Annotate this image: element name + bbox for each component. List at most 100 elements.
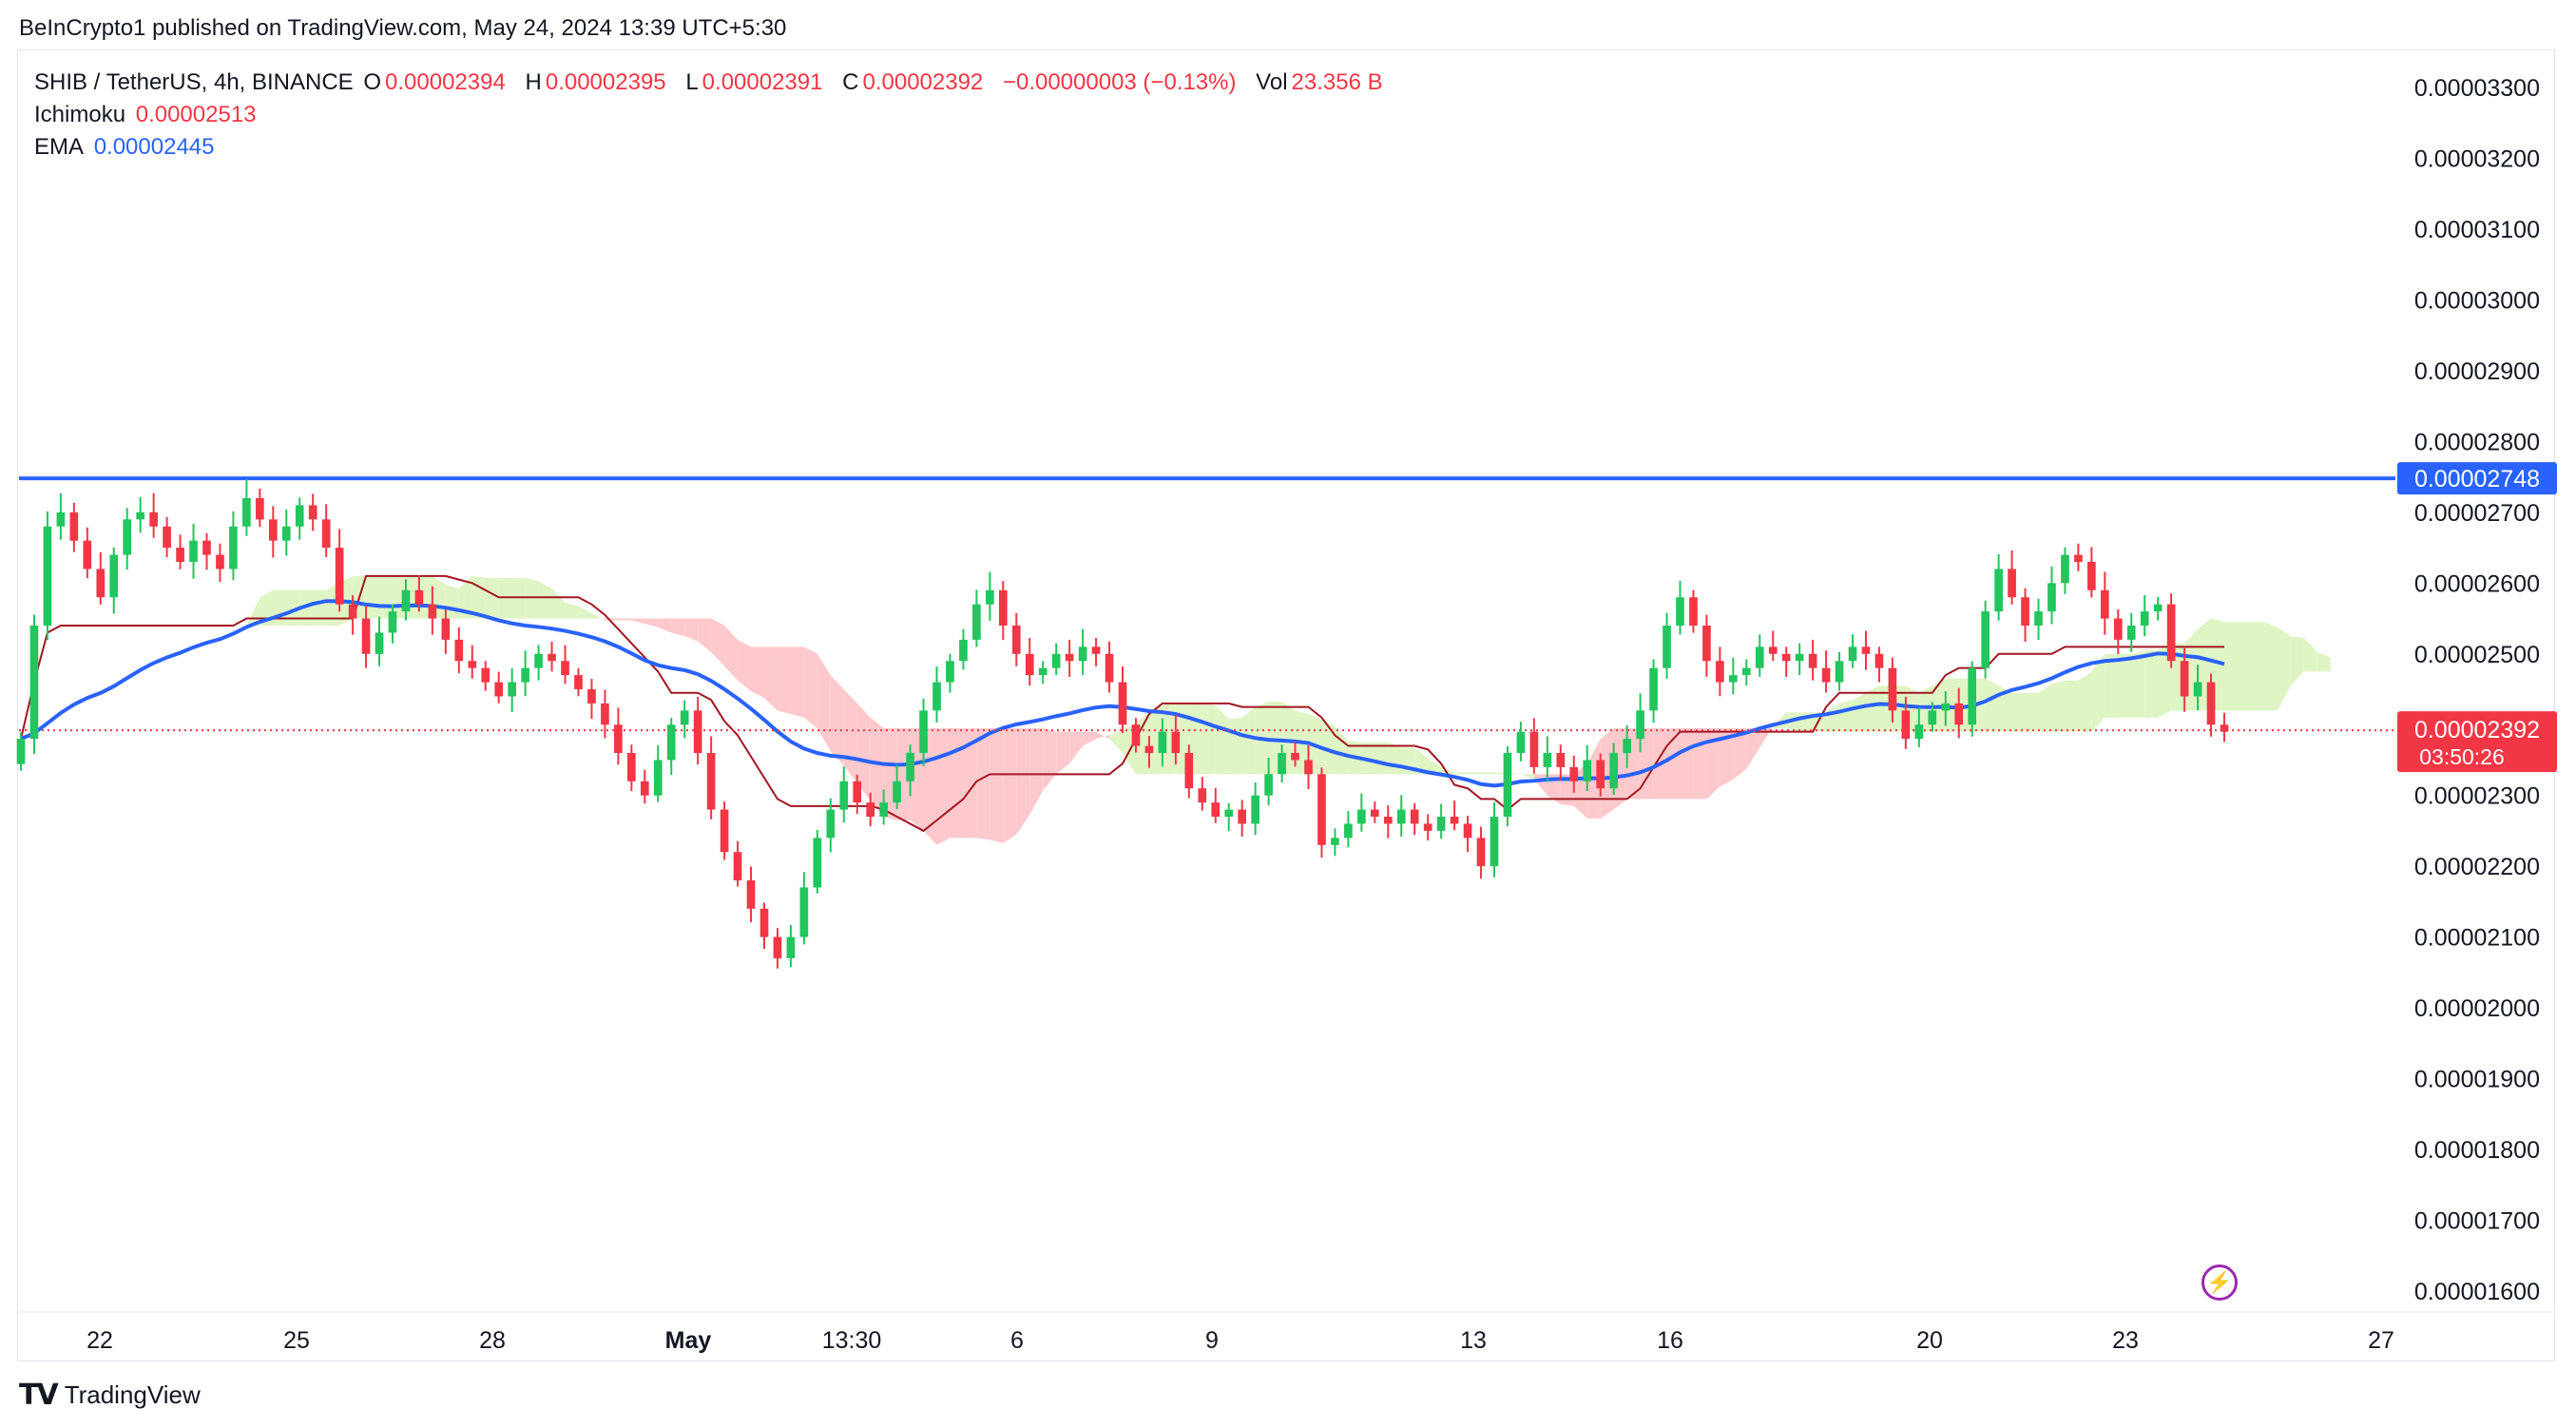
candle-body — [919, 710, 928, 753]
candle-body — [1994, 569, 2003, 612]
candle — [1184, 744, 1194, 799]
ema-legend[interactable]: EMA 0.00002445 — [34, 131, 1396, 164]
candle-body — [281, 526, 291, 541]
candle-body — [1716, 661, 1724, 683]
candle-body — [1410, 809, 1419, 824]
cloud-segment — [2078, 671, 2092, 732]
cloud-segment — [1640, 727, 1654, 800]
candle-body — [548, 653, 556, 662]
cloud-segment — [1454, 772, 1469, 775]
y-tick-label: 0.00003200 — [2414, 146, 2540, 173]
candle-body — [1251, 795, 1259, 824]
candle — [1317, 767, 1326, 859]
candle-body — [29, 626, 39, 740]
candle — [1118, 666, 1127, 734]
cloud-segment — [631, 618, 645, 625]
x-tick-label: 9 — [1205, 1327, 1219, 1354]
candle — [1038, 661, 1048, 685]
candle-body — [627, 753, 636, 782]
x-tick-label: 20 — [1916, 1327, 1943, 1354]
candle-body — [123, 519, 132, 555]
cloud-segment — [1998, 685, 2012, 732]
cloud-segment — [684, 618, 699, 642]
candle-body — [693, 710, 702, 753]
y-tick-label: 0.00002900 — [2414, 358, 2540, 385]
candle-body — [1450, 817, 1459, 824]
y-tick-label: 0.00002000 — [2414, 995, 2540, 1022]
cloud-segment — [2118, 653, 2132, 718]
candle-body — [1729, 675, 1738, 683]
candle-body — [83, 540, 92, 569]
cloud-segment — [1215, 704, 1229, 775]
candle — [614, 707, 623, 765]
y-tick-label: 0.00001800 — [2414, 1137, 2540, 1164]
candle — [733, 840, 742, 887]
cloud-segment — [551, 588, 566, 619]
y-tick-label: 0.00002800 — [2414, 429, 2540, 455]
candle-body — [1158, 731, 1167, 753]
change-value: −0.00000003 (−0.13%) — [1002, 69, 1237, 95]
candle-body — [2166, 604, 2176, 662]
candle-body — [96, 569, 106, 598]
cloud-segment — [803, 646, 817, 728]
candle — [706, 736, 716, 820]
symbol-label[interactable]: SHIB / TetherUS, 4h, BINANCE — [34, 69, 354, 95]
cloud-segment — [2025, 692, 2039, 732]
cloud-segment — [485, 577, 499, 619]
candle — [43, 511, 52, 641]
candle-body — [1065, 653, 1074, 662]
x-tick-label: 13 — [1460, 1327, 1487, 1354]
candle-body — [1171, 731, 1181, 753]
candle — [29, 614, 39, 755]
candle — [2047, 566, 2056, 625]
lightning-icon[interactable]: ⚡ — [2201, 1264, 2238, 1301]
x-tick-label: 16 — [1657, 1327, 1683, 1354]
candle — [1211, 787, 1221, 823]
candles — [16, 478, 2229, 969]
cloud-segment — [724, 626, 739, 681]
candle — [2153, 597, 2163, 621]
candle-body — [1131, 724, 1141, 746]
y-tick-label: 0.00003300 — [2414, 75, 2540, 102]
cloud-segment — [830, 675, 844, 766]
candle — [1516, 721, 1526, 762]
cloud-segment — [578, 606, 592, 619]
candle — [720, 801, 729, 860]
candle-body — [388, 611, 397, 633]
cloud-segment — [1241, 706, 1256, 775]
candle — [1994, 553, 2003, 621]
cloud-segment — [1043, 727, 1057, 791]
candle — [2074, 543, 2083, 571]
candle — [548, 641, 556, 672]
candle-body — [1291, 753, 1299, 761]
candle — [494, 671, 504, 704]
ichimoku-legend[interactable]: Ichimoku 0.00002513 — [34, 99, 1396, 131]
chart-frame[interactable] — [17, 49, 2555, 1361]
candle — [946, 653, 954, 693]
candle-body — [1516, 731, 1526, 753]
cloud-segment — [2316, 651, 2331, 672]
cloud-segment — [790, 646, 804, 718]
candle — [2166, 593, 2176, 668]
candle — [1663, 612, 1671, 679]
candle — [1821, 650, 1831, 693]
candle-body — [2087, 562, 2096, 590]
cloud-segment — [644, 618, 659, 627]
cloud-segment — [1029, 727, 1044, 816]
candle — [401, 579, 411, 621]
candle — [1968, 661, 1977, 737]
candle-body — [1144, 745, 1154, 753]
candle-body — [136, 511, 145, 520]
cloud-segment — [990, 727, 1004, 843]
open-value: 0.00002394 — [385, 69, 506, 95]
cloud-segment — [936, 727, 951, 845]
candle — [308, 493, 317, 531]
candle — [242, 478, 251, 536]
candle-body — [1304, 760, 1313, 775]
x-tick-label: May — [665, 1327, 712, 1354]
candle — [1091, 637, 1101, 666]
candle — [893, 764, 901, 809]
x-axis: 22 25 28 May 13:30 6 9 13 16 20 23 27 — [19, 1311, 2555, 1354]
candle-body — [2153, 604, 2163, 612]
